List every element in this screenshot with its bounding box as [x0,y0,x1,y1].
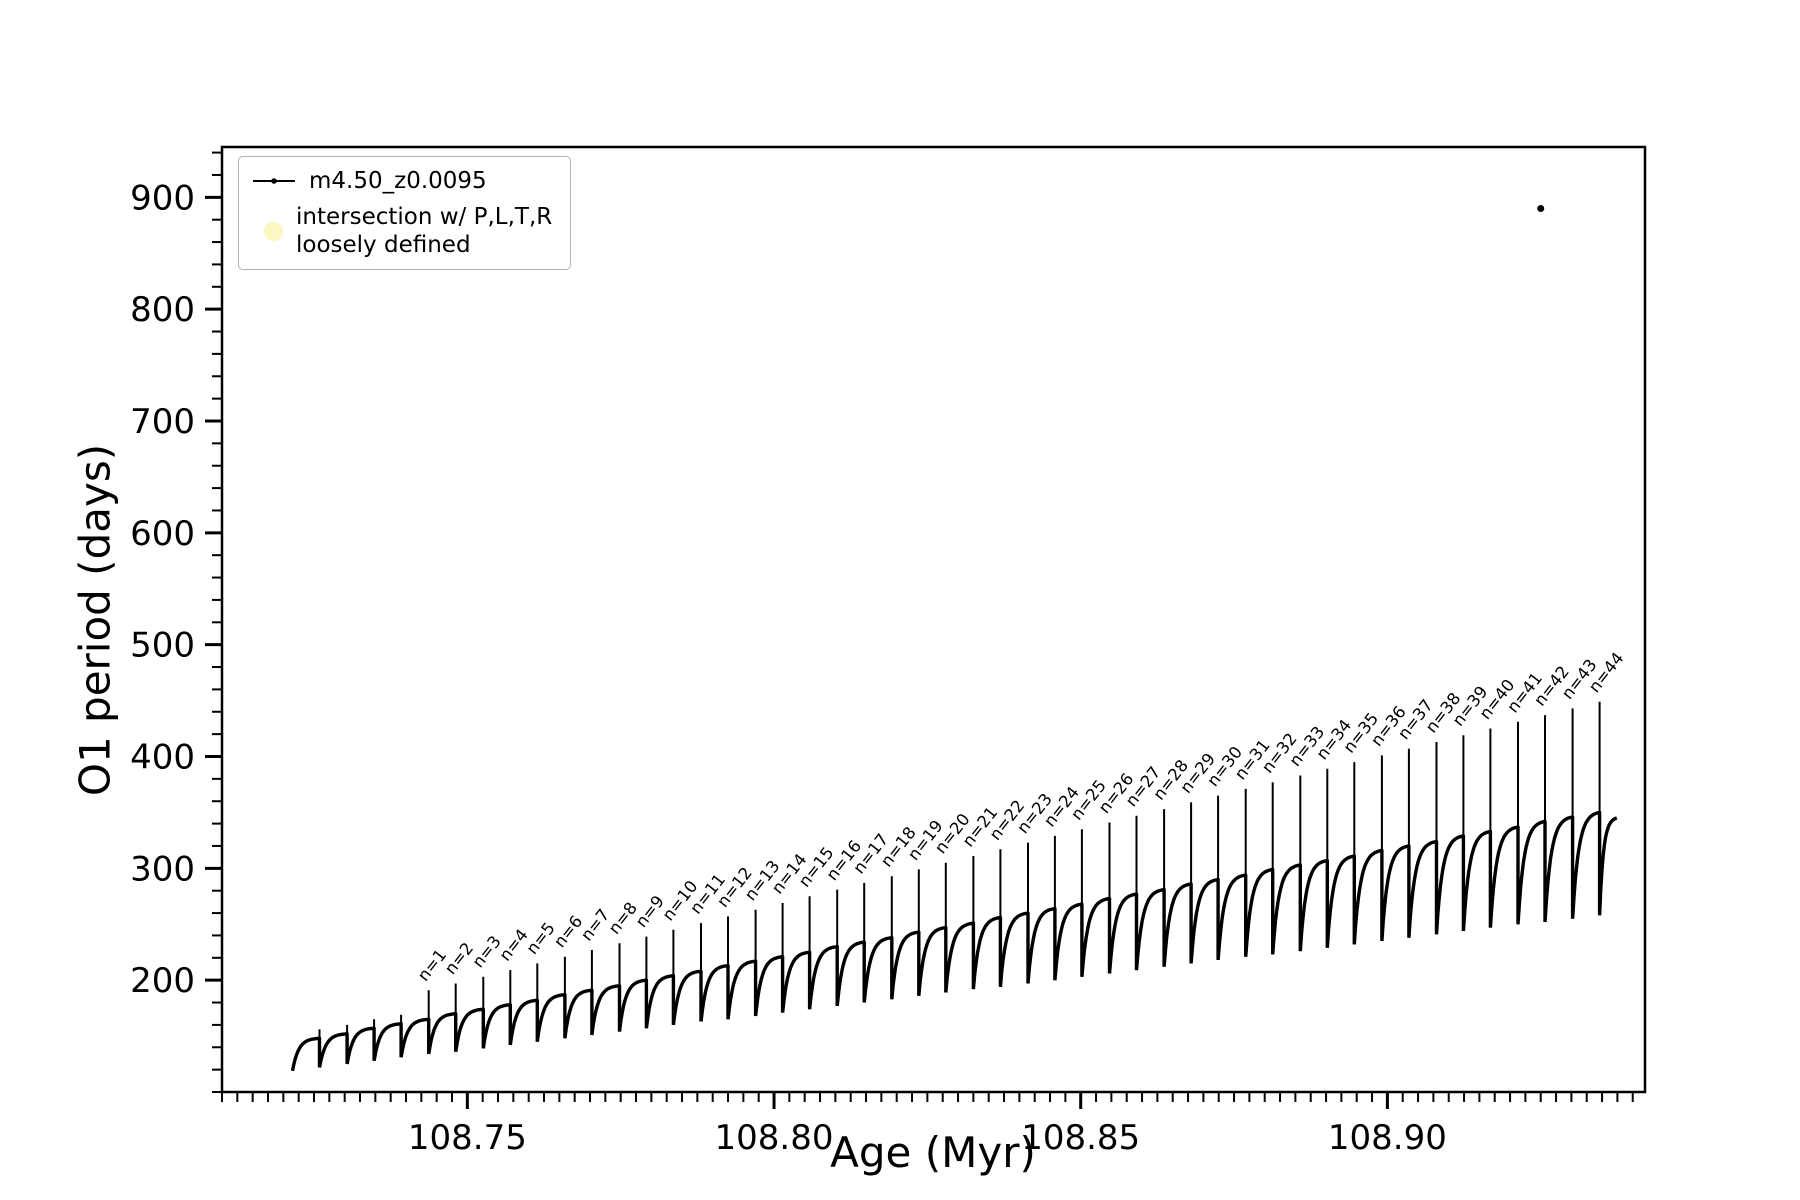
x-axis-label: Age (Myr) [830,1128,1036,1177]
series-curve [290,810,1618,1072]
legend-entry-series: m4.50_z0.0095 [251,167,552,195]
legend: m4.50_z0.0095 intersection w/ P,L,T,R lo… [238,156,572,271]
data-series [290,205,1618,1072]
y-tick-label: 800 [130,290,195,330]
y-tick-label: 200 [130,961,195,1001]
tick-labels: 108.75 108.80 108.85 108.90 200 300 400 500 600 7… [130,178,1447,1158]
x-tick-label: 108.85 [1021,1118,1140,1158]
x-tick-label: 108.90 [1328,1118,1447,1158]
outlier-point [1537,205,1545,213]
legend-entry-intersection: intersection w/ P,L,T,R loosely defined [251,203,552,259]
line-dot-marker-icon [253,178,295,184]
x-tick-label: 108.80 [715,1118,834,1158]
y-tick-label: 500 [130,626,195,666]
y-tick-label: 300 [130,849,195,889]
axes-frame-group [220,145,1647,1094]
y-tick-label: 600 [130,514,195,554]
x-tick-label: 108.75 [408,1118,527,1158]
legend-label-series: m4.50_z0.0095 [309,168,487,194]
y-axis-label: O1 period (days) [70,443,120,797]
axes-frame [220,145,1647,1094]
y-tick-label: 400 [130,737,195,777]
legend-label-intersection-line2: loosely defined [296,232,471,259]
y-tick-label: 700 [130,402,195,442]
legend-label-intersection-line1: intersection w/ P,L,T,R [296,204,553,231]
intersection-dot-marker-icon [264,221,283,241]
y-tick-label: 900 [130,178,195,218]
legend-label-intersection: intersection w/ P,L,T,R loosely defined [296,203,552,259]
axis-ticks [205,151,1634,1109]
spike-annotations: n=1n=2n=3n=4n=5n=6n=7n=8n=9n=10n=11n=12n… [414,649,1628,985]
